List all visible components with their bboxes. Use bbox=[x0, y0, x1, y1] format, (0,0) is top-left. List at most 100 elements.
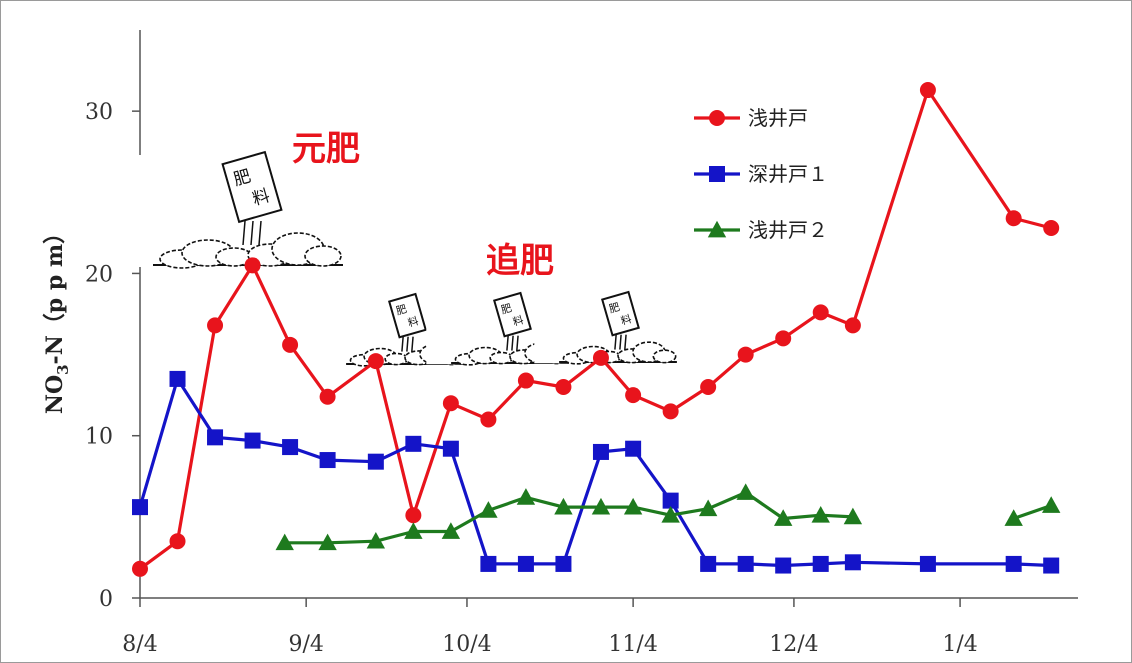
data-point bbox=[517, 372, 534, 389]
data-point bbox=[480, 555, 497, 572]
data-point bbox=[591, 497, 611, 515]
data-point bbox=[516, 488, 536, 505]
fertilizer-bag-label-top: 肥 bbox=[500, 302, 514, 317]
data-point bbox=[282, 336, 299, 353]
data-point bbox=[1043, 557, 1060, 574]
basal-fertilizer-illustration: 肥料 bbox=[113, 150, 383, 269]
data-point bbox=[207, 429, 224, 446]
falling-fertilizer-line bbox=[250, 220, 254, 246]
fertilizer-bag: 肥料 bbox=[601, 290, 640, 337]
x-tick-label: 9/4 bbox=[288, 632, 323, 657]
basal-fertilizer-label: 元肥 bbox=[292, 129, 360, 169]
data-point bbox=[700, 379, 717, 396]
y-axis-label-main: NO bbox=[42, 375, 68, 414]
data-point bbox=[405, 435, 422, 452]
data-point bbox=[662, 492, 679, 509]
soil-mound bbox=[384, 352, 409, 366]
data-point bbox=[700, 555, 717, 572]
falling-fertilizer-line bbox=[258, 220, 262, 246]
legend-label: 浅井戸２ bbox=[748, 218, 828, 242]
series-line bbox=[284, 490, 853, 545]
top-dressing-illustration: 肥料 bbox=[534, 290, 702, 365]
data-point bbox=[919, 555, 936, 572]
data-point bbox=[623, 497, 643, 515]
data-point bbox=[1005, 555, 1022, 572]
data-point bbox=[625, 440, 642, 457]
data-point bbox=[661, 506, 680, 523]
data-point bbox=[404, 522, 423, 539]
data-point bbox=[592, 349, 609, 366]
series-group bbox=[275, 483, 1061, 551]
data-point bbox=[319, 452, 336, 469]
legend-label: 深井戸１ bbox=[748, 162, 828, 186]
data-point bbox=[555, 379, 572, 396]
data-point bbox=[366, 532, 386, 549]
fertilizer-bag-outline bbox=[221, 150, 283, 224]
data-point bbox=[843, 507, 863, 525]
fertilizer-bag-outline bbox=[601, 290, 640, 337]
soil-mound bbox=[489, 351, 514, 365]
data-point bbox=[555, 555, 572, 572]
soil-mound bbox=[652, 349, 677, 364]
fertilizer-bag-label-top: 肥 bbox=[395, 303, 409, 318]
fertilizer-bag-label-bottom: 料 bbox=[406, 314, 420, 330]
series-group bbox=[132, 82, 1060, 577]
data-point bbox=[736, 483, 755, 500]
data-series bbox=[132, 82, 1061, 577]
data-point bbox=[275, 533, 294, 551]
fertilizer-bag-label-top: 肥 bbox=[231, 166, 253, 190]
data-point bbox=[479, 501, 498, 518]
data-point bbox=[319, 388, 336, 405]
data-point bbox=[441, 522, 461, 539]
svg-text:NO3-N（p p m）: NO3-N（p p m） bbox=[42, 222, 72, 414]
data-point bbox=[442, 395, 459, 412]
data-point bbox=[775, 557, 792, 574]
legend-label: 浅井戸 bbox=[748, 106, 808, 130]
data-point bbox=[737, 346, 754, 363]
data-point bbox=[1043, 219, 1060, 236]
falling-fertilizer-line bbox=[401, 336, 404, 352]
data-point bbox=[132, 499, 148, 516]
data-point bbox=[442, 440, 459, 457]
fertilizer-bag-outline bbox=[388, 292, 427, 339]
legend-item: 深井戸１ bbox=[694, 162, 828, 186]
legend-marker bbox=[709, 110, 725, 126]
data-point bbox=[844, 554, 861, 571]
y-axis-label-subscript: 3 bbox=[54, 364, 72, 374]
data-point bbox=[169, 370, 186, 387]
data-point bbox=[662, 403, 679, 420]
data-point bbox=[592, 443, 609, 460]
fertilizer-bag-outline bbox=[493, 291, 532, 338]
x-tick-label: 12/4 bbox=[769, 632, 818, 657]
data-point bbox=[480, 411, 497, 428]
data-point bbox=[405, 507, 422, 524]
falling-fertilizer-line bbox=[506, 335, 509, 351]
fertilizer-bag: 肥料 bbox=[493, 291, 532, 338]
data-point bbox=[775, 330, 792, 347]
data-point bbox=[812, 555, 829, 572]
fertilizer-bag-label-top: 肥 bbox=[608, 301, 622, 316]
data-point bbox=[844, 317, 861, 334]
legend-marker bbox=[709, 166, 725, 182]
x-tick-label: 10/4 bbox=[442, 632, 491, 657]
data-point bbox=[367, 353, 384, 370]
data-point bbox=[367, 453, 384, 470]
falling-fertilizer-line bbox=[614, 334, 617, 350]
falling-fertilizer-line bbox=[516, 335, 519, 351]
legend-item: 浅井戸２ bbox=[694, 218, 828, 242]
data-point bbox=[811, 506, 830, 523]
y-axis-label: NO3-N（p p m） bbox=[42, 222, 72, 414]
data-point bbox=[812, 304, 829, 321]
data-point bbox=[698, 499, 718, 517]
fertilizer-bag-label-bottom: 料 bbox=[619, 312, 633, 328]
data-point bbox=[132, 560, 148, 577]
data-point bbox=[244, 257, 261, 274]
legend-item: 浅井戸 bbox=[694, 106, 808, 130]
y-tick-label: 0 bbox=[99, 587, 113, 612]
series-line bbox=[138, 377, 1052, 568]
y-tick-label: 10 bbox=[85, 425, 113, 450]
data-point bbox=[919, 82, 936, 99]
falling-fertilizer-line bbox=[619, 334, 622, 350]
